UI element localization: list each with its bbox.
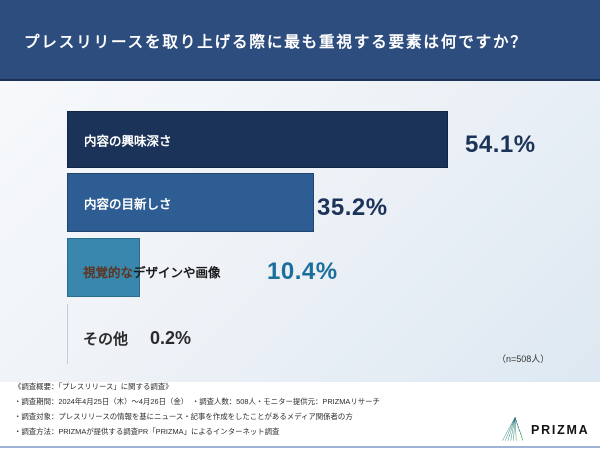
svg-text:PRIZMA: PRIZMA — [531, 423, 589, 437]
